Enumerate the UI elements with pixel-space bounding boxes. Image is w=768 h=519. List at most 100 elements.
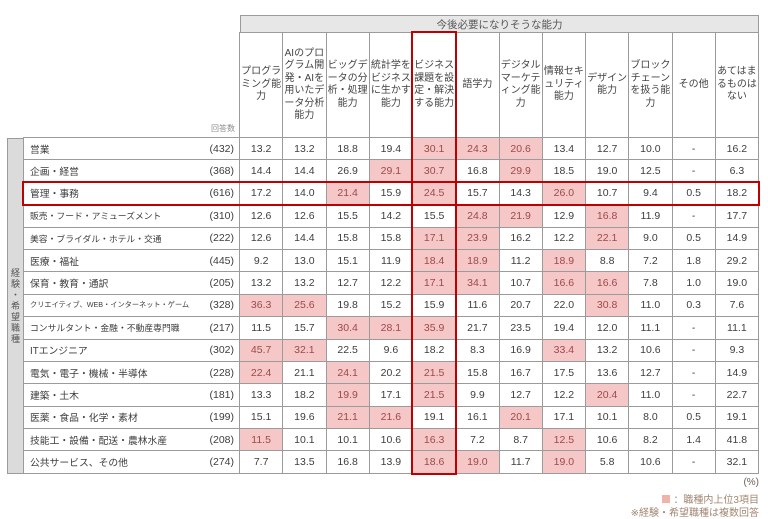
value-cell: 45.7 [240, 339, 284, 362]
value-cell: 15.8 [456, 361, 500, 385]
value-cell: 17.1 [369, 384, 413, 407]
value-cell: 9.3 [715, 339, 759, 362]
value-cell: 15.2 [369, 294, 413, 318]
value-cell: 13.2 [240, 272, 284, 295]
value-cell: 16.3 [413, 429, 457, 452]
value-cell: 10.1 [326, 429, 370, 452]
value-cell: 20.4 [586, 384, 630, 407]
row-respondent-count: (302) [209, 344, 234, 357]
value-cell: 10.1 [586, 406, 630, 430]
value-cell: 21.1 [283, 361, 327, 385]
value-cell: 15.1 [240, 406, 284, 430]
value-cell: 16.6 [586, 272, 630, 295]
value-cell: 7.2 [629, 249, 673, 273]
value-cell: 1.8 [672, 249, 716, 273]
row-label: 建築・土木 [30, 390, 79, 402]
row-respondent-count: (445) [209, 254, 234, 267]
value-cell: 17.1 [542, 406, 586, 430]
value-cell: 0.3 [672, 294, 716, 318]
value-cell: 19.8 [326, 294, 370, 318]
value-cell: 15.1 [326, 249, 370, 273]
value-cell: 16.9 [499, 339, 543, 362]
value-cell: 16.6 [542, 272, 586, 295]
value-cell: 30.8 [586, 294, 630, 318]
value-cell: 26.9 [326, 160, 370, 183]
row-label-cell: 管理・事務 (616) [23, 182, 240, 206]
column-header: ブロックチェーンを扱う能力 [629, 32, 673, 138]
value-cell: 19.0 [456, 451, 500, 474]
value-cell: 13.2 [586, 339, 630, 362]
value-cell: 21.5 [413, 384, 457, 407]
value-cell: 21.7 [456, 317, 500, 340]
row-respondent-count: (368) [209, 165, 234, 178]
value-cell: 18.2 [715, 182, 759, 206]
value-cell: 7.7 [240, 451, 284, 474]
value-cell: 8.7 [499, 429, 543, 452]
value-cell: 15.7 [456, 182, 500, 206]
row-label: 医薬・食品・化学・素材 [30, 413, 138, 425]
value-cell: 19.0 [586, 160, 630, 183]
value-cell: 18.2 [283, 384, 327, 407]
row-respondent-count: (328) [209, 299, 234, 312]
value-cell: 24.3 [456, 138, 500, 161]
row-label: ITエンジニア [30, 346, 88, 358]
value-cell: 29.1 [369, 160, 413, 183]
value-cell: 23.5 [499, 317, 543, 340]
value-cell: 12.7 [499, 384, 543, 407]
value-cell: 9.9 [456, 384, 500, 407]
value-cell: 15.8 [326, 227, 370, 250]
row-respondent-count: (228) [209, 366, 234, 379]
value-cell: - [672, 160, 716, 183]
value-cell: 15.9 [413, 294, 457, 318]
value-cell: 12.9 [542, 205, 586, 228]
column-header: その他 [672, 32, 716, 138]
value-cell: 17.5 [542, 361, 586, 385]
value-cell: 15.5 [326, 205, 370, 228]
row-label-cell: ITエンジニア (302) [23, 339, 240, 362]
value-cell: 14.4 [240, 160, 284, 183]
value-cell: - [672, 361, 716, 385]
value-cell: 14.0 [283, 182, 327, 206]
value-cell: 5.8 [586, 451, 630, 474]
value-cell: 7.2 [456, 429, 500, 452]
value-cell: 9.6 [369, 339, 413, 362]
value-cell: 13.4 [542, 138, 586, 161]
value-cell: 15.5 [413, 205, 457, 228]
row-respondent-count: (205) [209, 277, 234, 290]
row-respondent-count: (310) [209, 209, 234, 222]
value-cell: 11.5 [240, 429, 284, 452]
row-group-label: 経験・希望職種 [7, 138, 23, 474]
value-cell: 15.7 [283, 317, 327, 340]
value-cell: 8.3 [456, 339, 500, 362]
row-respondent-count: (199) [209, 411, 234, 424]
value-cell: 21.1 [326, 406, 370, 430]
value-cell: 13.5 [283, 451, 327, 474]
value-cell: 10.6 [629, 339, 673, 362]
row-respondent-count: (181) [209, 388, 234, 401]
value-cell: 20.2 [369, 361, 413, 385]
row-label: 管理・事務 [30, 189, 79, 201]
value-cell: 36.3 [240, 294, 284, 318]
value-cell: 17.1 [413, 227, 457, 250]
value-cell: 8.8 [586, 249, 630, 273]
value-cell: 19.6 [283, 406, 327, 430]
value-cell: 23.9 [456, 227, 500, 250]
value-cell: - [672, 205, 716, 228]
row-label: 販売・フード・アミューズメント [30, 211, 162, 222]
respondents-label: 回答数 [211, 124, 235, 133]
value-cell: 12.7 [586, 138, 630, 161]
column-header: デザイン能力 [586, 32, 630, 138]
column-header: あてはまるものはない [715, 32, 759, 138]
value-cell: 12.2 [542, 384, 586, 407]
value-cell: 12.7 [326, 272, 370, 295]
value-cell: 1.4 [672, 429, 716, 452]
value-cell: 1.0 [672, 272, 716, 295]
column-header: 統計学をビジネスに生かす能力 [369, 32, 413, 138]
value-cell: 29.2 [715, 249, 759, 273]
value-cell: 20.6 [499, 138, 543, 161]
value-cell: 10.6 [629, 451, 673, 474]
value-cell: 24.5 [413, 182, 457, 206]
row-label-cell: 技能工・設備・配送・農林水産 (208) [23, 429, 240, 452]
value-cell: 14.4 [283, 160, 327, 183]
value-cell: 14.3 [499, 182, 543, 206]
